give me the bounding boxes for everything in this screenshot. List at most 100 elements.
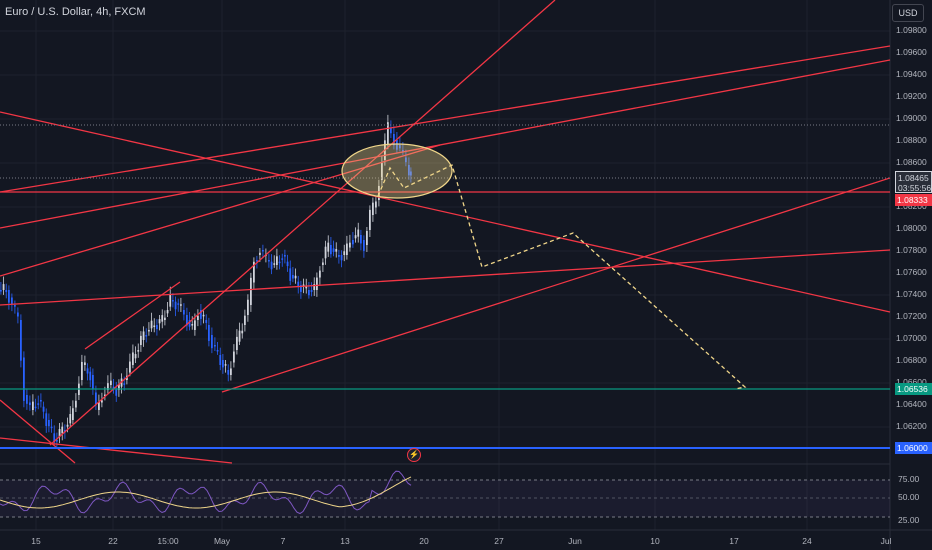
candle-body	[161, 315, 164, 322]
candle-body	[104, 394, 106, 397]
candle-body	[101, 400, 103, 403]
candle-body	[174, 301, 177, 310]
candle-body	[352, 240, 354, 245]
candle-body	[95, 392, 97, 405]
candle-body	[319, 270, 321, 278]
candle-body	[86, 368, 89, 374]
candle-body	[343, 251, 346, 255]
candle-body	[132, 352, 134, 365]
candle-body	[236, 336, 238, 350]
candle-body	[112, 386, 115, 389]
candle-body	[222, 360, 224, 368]
price-axis-label: 1.06600	[896, 377, 927, 387]
countdown-value: 03:55:56	[898, 183, 932, 193]
candle-body	[137, 350, 140, 352]
candle-body	[42, 406, 45, 412]
candle-body	[177, 303, 180, 305]
candle-body	[84, 362, 86, 365]
candle-body	[17, 312, 19, 317]
candle-body	[166, 310, 169, 314]
rsi-line	[0, 470, 412, 515]
rsi-axis-label: 75.00	[898, 474, 920, 484]
candle-body	[34, 406, 37, 409]
level-tag: 1.06000	[895, 442, 932, 454]
candle-body	[268, 260, 270, 262]
candle-body	[332, 248, 335, 252]
candle-body	[402, 150, 404, 152]
trendline-6	[221, 177, 891, 393]
candle-body	[8, 290, 10, 303]
candle-body	[387, 122, 389, 144]
candle-body	[327, 242, 330, 252]
time-axis-label: 27	[494, 536, 504, 546]
candle-body	[219, 355, 222, 365]
resistance-tag: 1.08333	[895, 194, 932, 206]
price-axis-label: 1.06800	[896, 355, 927, 365]
candle-body	[61, 426, 64, 434]
candle-body	[241, 330, 244, 334]
candle-body	[253, 261, 255, 283]
time-axis-label: 13	[340, 536, 350, 546]
candle-body	[50, 426, 53, 429]
rsi-ma-line	[0, 476, 412, 509]
candle-body	[48, 420, 50, 427]
trendline-3	[0, 59, 891, 229]
candle-body	[396, 140, 398, 150]
candle-body	[399, 145, 401, 149]
candle-body	[107, 383, 109, 390]
candle-body	[180, 304, 182, 306]
price-axis-label: 1.08800	[896, 135, 927, 145]
price-axis-label: 1.06200	[896, 421, 927, 431]
flash-icon[interactable]: ⚡	[407, 448, 421, 462]
highlight-ellipse[interactable]	[341, 143, 453, 199]
time-axis-label: 15	[31, 536, 41, 546]
candle-body	[205, 320, 208, 323]
candle-body	[56, 440, 58, 442]
price-axis-label: 1.09000	[896, 113, 927, 123]
candle-body	[322, 262, 324, 265]
trendlines[interactable]	[0, 0, 891, 464]
candle-body	[270, 261, 273, 270]
projection-path[interactable]	[377, 164, 747, 390]
candle-body	[233, 351, 235, 363]
price-axis-label: 1.09400	[896, 69, 927, 79]
candle-body	[23, 357, 25, 401]
candle-body	[256, 260, 258, 262]
candle-body	[216, 350, 219, 352]
candle-body	[40, 400, 42, 402]
candle-body	[115, 388, 118, 396]
candle-body	[224, 364, 227, 366]
candle-body	[363, 240, 365, 251]
candle-body	[284, 255, 286, 257]
candle-body	[150, 320, 153, 329]
candle-body	[2, 284, 5, 290]
candle-body	[26, 395, 28, 404]
candle-body	[259, 252, 261, 255]
candle-body	[276, 256, 278, 265]
candle-body	[214, 345, 216, 347]
candle-body	[183, 310, 185, 315]
time-axis-label: 15:00	[157, 536, 179, 546]
candle-body	[118, 383, 120, 390]
grid-lines	[0, 0, 890, 530]
price-axis-label: 1.07200	[896, 311, 927, 321]
candle-body	[273, 263, 276, 265]
candle-body	[278, 261, 281, 264]
support-tag: 1.06536	[895, 383, 932, 395]
candle-body	[142, 331, 145, 340]
candle-body	[313, 284, 316, 290]
candle-body	[66, 424, 69, 427]
candle-body	[110, 380, 112, 385]
candle-body	[375, 201, 377, 208]
currency-selector[interactable]: USD	[892, 4, 924, 22]
price-axis-label: 1.08200	[896, 201, 927, 211]
candle-body	[405, 157, 407, 163]
candle-body	[211, 335, 213, 349]
candle-body	[390, 128, 392, 134]
candle-body	[75, 400, 77, 408]
candle-body	[169, 294, 172, 307]
candle-body	[208, 325, 210, 341]
candle-body	[244, 315, 246, 325]
rsi-axis-label: 50.00	[898, 492, 920, 502]
